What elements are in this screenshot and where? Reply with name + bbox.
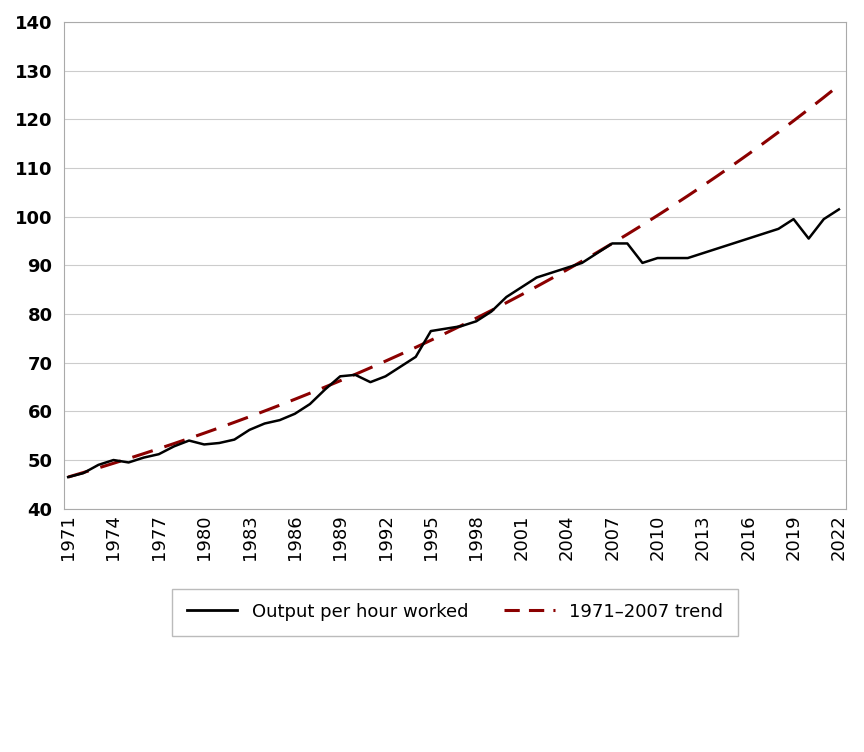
Output per hour worked — [562, 263, 572, 272]
Line: 1971–2007 trend: 1971–2007 trend — [68, 85, 839, 477]
1971–2007 trend — [773, 128, 784, 137]
1971–2007 trend — [426, 335, 436, 344]
Output per hour worked — [531, 273, 542, 282]
1971–2007 trend — [335, 376, 346, 385]
Output per hour worked — [335, 371, 346, 381]
1971–2007 trend — [124, 454, 134, 463]
Legend: Output per hour worked, 1971–2007 trend: Output per hour worked, 1971–2007 trend — [172, 589, 738, 636]
Output per hour worked — [124, 458, 134, 467]
Line: Output per hour worked: Output per hour worked — [68, 209, 839, 477]
Output per hour worked — [426, 326, 436, 335]
1971–2007 trend — [531, 282, 542, 291]
Output per hour worked — [63, 472, 73, 481]
1971–2007 trend — [562, 265, 572, 274]
1971–2007 trend — [834, 80, 844, 89]
Output per hour worked — [834, 205, 844, 214]
1971–2007 trend — [63, 472, 73, 481]
Output per hour worked — [773, 224, 784, 233]
